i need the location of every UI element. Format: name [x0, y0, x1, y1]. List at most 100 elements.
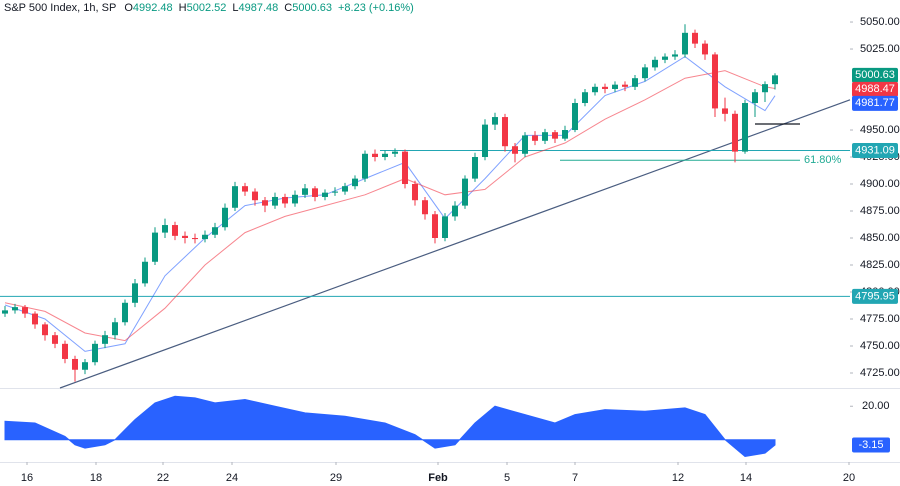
candle-body: [42, 324, 48, 336]
oscillator-area: [4, 395, 776, 458]
price-badge: [852, 67, 898, 83]
candle-body: [242, 186, 248, 192]
candle-body: [572, 103, 578, 131]
trendline: [59, 99, 851, 389]
candle-body: [772, 75, 778, 85]
candle-body: [262, 200, 268, 206]
candle-body: [252, 191, 258, 201]
candle-body: [762, 84, 768, 93]
candle-body: [442, 216, 448, 239]
price-badge: [852, 95, 898, 111]
price-badge-label: 4931.09: [855, 144, 895, 156]
candle-body: [562, 130, 568, 139]
candle-body: [172, 225, 178, 236]
moving-average: [4, 70, 776, 342]
x-tick-label: 14: [740, 472, 752, 484]
candle-body: [642, 67, 648, 79]
price-badge: [852, 81, 898, 97]
y-tick-label: 4900.00: [860, 178, 900, 190]
header-label: C: [284, 2, 292, 14]
candle-body: [302, 188, 308, 195]
candle-body: [732, 113, 738, 152]
candle-body: [362, 153, 368, 179]
y-tick-label: 4850.00: [860, 232, 900, 244]
candle-body: [452, 205, 458, 217]
candle-body: [342, 186, 348, 192]
x-tick-label: 16: [21, 472, 33, 484]
candle-body: [502, 117, 508, 147]
header-value: 4987.48: [239, 2, 279, 14]
price-badge-label: 4988.47: [855, 83, 895, 95]
candle-body: [632, 78, 638, 87]
candle-body: [702, 43, 708, 55]
candle-body: [512, 146, 518, 154]
candle-body: [332, 191, 338, 193]
candle-body: [392, 151, 398, 154]
candle-body: [722, 108, 728, 114]
candle-body: [492, 117, 498, 125]
candle-body: [2, 310, 8, 314]
candle-body: [282, 196, 288, 204]
candle-body: [592, 86, 598, 93]
header-label: O: [124, 2, 133, 14]
candle-body: [82, 362, 88, 370]
candle-body: [182, 235, 188, 239]
candle-body: [672, 54, 678, 57]
y-tick-label: 4825.00: [860, 259, 900, 271]
candle-body: [232, 186, 238, 208]
candle-body: [222, 207, 228, 228]
candle-body: [532, 135, 538, 141]
candle-body: [142, 261, 148, 284]
x-tick-label: 20: [843, 472, 855, 484]
candle-body: [542, 132, 548, 141]
candle-body: [422, 200, 428, 215]
candle-body: [462, 178, 468, 206]
candle-body: [382, 153, 388, 158]
x-tick-label: 24: [226, 472, 238, 484]
osc-tick-label: 20.00: [862, 400, 890, 412]
price-badge-label: -3.15: [858, 439, 883, 451]
candle-body: [72, 358, 78, 370]
price-badge: [852, 288, 898, 304]
candle-body: [752, 92, 758, 104]
candle-body: [372, 153, 378, 158]
candle-body: [612, 84, 618, 89]
candle-body: [352, 178, 358, 187]
x-tick-label: 18: [90, 472, 102, 484]
candle-body: [212, 227, 218, 235]
price-badge-label: 4795.95: [855, 290, 895, 302]
candle-body: [102, 335, 108, 344]
price-badge: [852, 142, 898, 158]
candle-body: [582, 92, 588, 104]
x-tick-label: 5: [504, 472, 510, 484]
candle-body: [522, 135, 528, 154]
price-badge-label: 5000.63: [855, 69, 895, 81]
candle-body: [92, 343, 98, 363]
moving-average: [4, 55, 776, 352]
candle-body: [312, 188, 318, 197]
candle-body: [292, 194, 298, 204]
candle-body: [122, 302, 128, 323]
chart-title: S&P 500 Index, 1h, SP: [4, 2, 116, 14]
y-tick-label: 4775.00: [860, 313, 900, 325]
candle-body: [402, 151, 408, 185]
x-tick-label: 22: [157, 472, 169, 484]
x-tick-label: 12: [672, 472, 684, 484]
candle-body: [432, 214, 438, 239]
candle-body: [682, 32, 688, 55]
candle-body: [12, 307, 18, 311]
candle-body: [662, 56, 668, 60]
x-tick-label: 29: [330, 472, 342, 484]
y-tick-label: 4750.00: [860, 340, 900, 352]
y-tick-label: 4950.00: [860, 124, 900, 136]
candle-body: [162, 225, 168, 233]
header-value: 4992.48: [133, 2, 173, 14]
candle-body: [202, 234, 208, 240]
header-label: L: [232, 2, 238, 14]
candle-body: [692, 32, 698, 44]
candle-body: [32, 313, 38, 325]
header-value: 5000.63: [292, 2, 332, 14]
header: S&P 500 Index, 1h, SP: [4, 2, 116, 14]
candle-body: [52, 335, 58, 344]
